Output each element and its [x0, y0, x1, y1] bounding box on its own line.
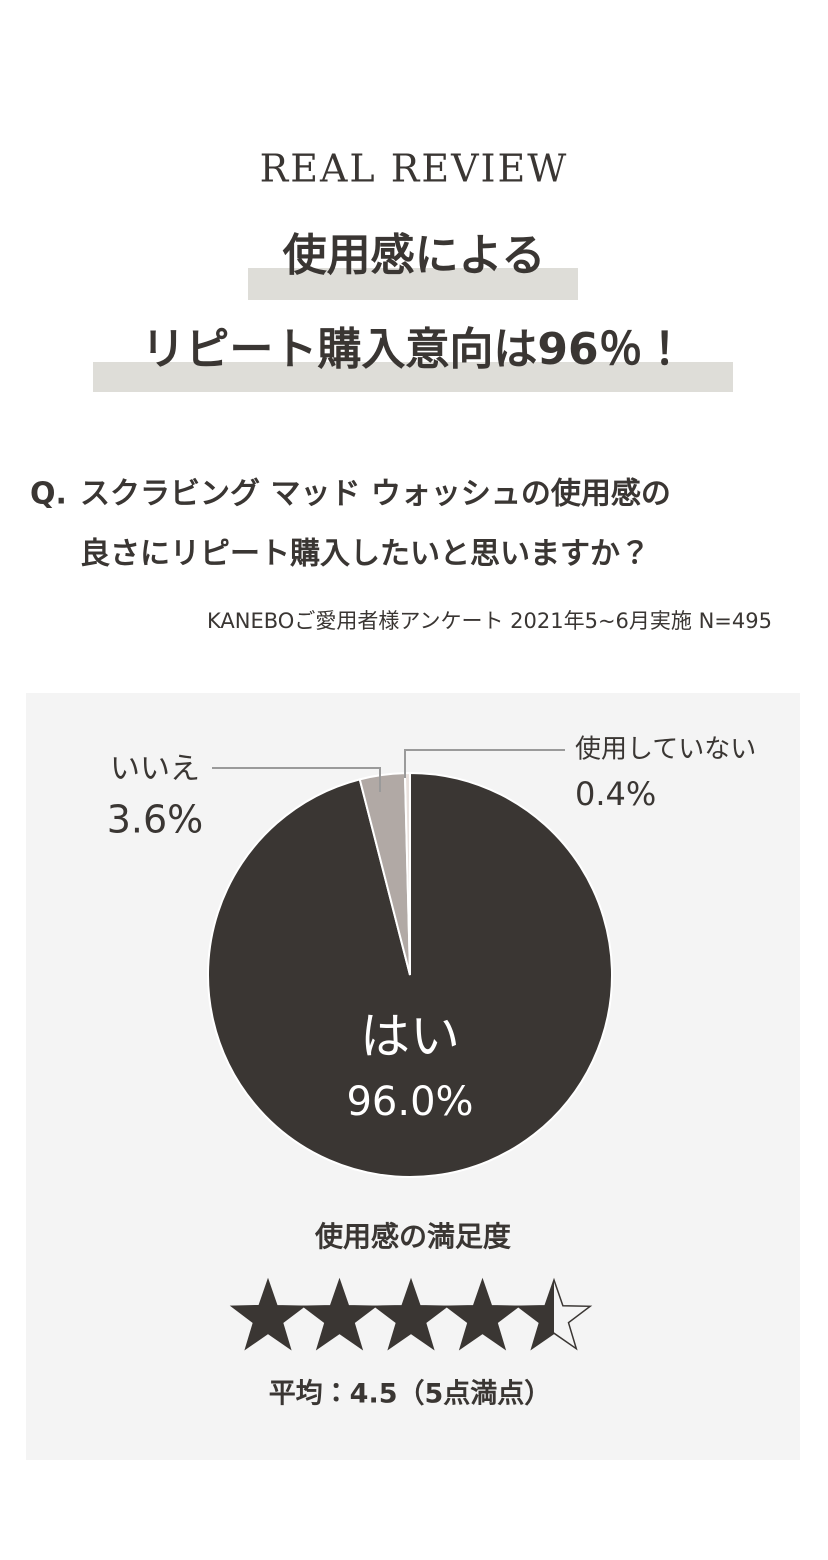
question-text: 良さにリピート購入したいと思いますか？ [80, 537, 650, 572]
star [374, 1280, 448, 1349]
slice-label: 使用していない [575, 735, 756, 765]
leader-line [404, 749, 565, 778]
star-rating [229, 1277, 593, 1351]
slice-label: はい [360, 1008, 460, 1066]
eyebrow: REAL REVIEW [260, 147, 569, 191]
highlight [248, 268, 578, 300]
question-text: スクラビング マッド ウォッシュの使用感の [80, 477, 671, 512]
rating-label: 平均：4.5（5点満点） [269, 1379, 552, 1410]
slice-value-label: 0.4% [575, 775, 656, 813]
survey-note: KANEBOご愛用者様アンケート 2021年5~6月実施 N=495 [207, 609, 772, 633]
headline: 使用感による [283, 230, 546, 281]
question-label: Q. [30, 477, 67, 512]
rating-title: 使用感の満足度 [314, 1220, 511, 1253]
star [303, 1280, 376, 1349]
leader-line [212, 767, 381, 792]
slice-value-label: 96.0% [346, 1079, 473, 1125]
headline: リピート購入意向は96％！ [141, 324, 686, 375]
pie-chart: はい 96.0% [207, 771, 613, 1178]
star [446, 1280, 519, 1349]
star [517, 1280, 554, 1349]
slice-value-label: 3.6% [107, 798, 204, 842]
highlight [93, 362, 733, 392]
slice-label: いいえ [110, 752, 200, 787]
star [231, 1280, 305, 1349]
